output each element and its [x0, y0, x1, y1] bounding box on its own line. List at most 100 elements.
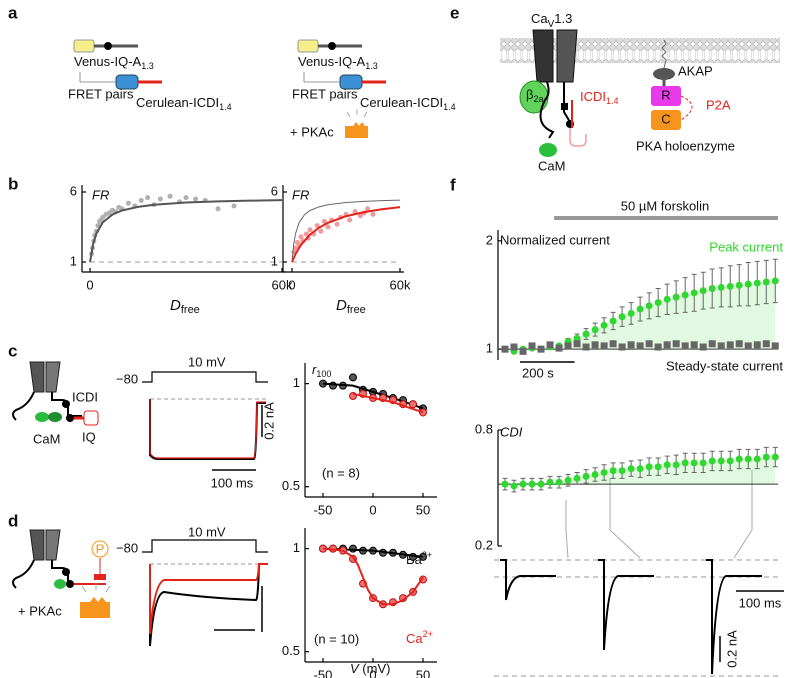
- construct-label: Cerulean-ICDI1.4: [136, 95, 232, 112]
- point: [699, 459, 707, 467]
- point: [537, 345, 545, 353]
- panel-label: c: [8, 341, 17, 360]
- fret-construct-right-shape: [328, 42, 336, 50]
- subscript: 1.3: [141, 61, 154, 71]
- fret-construct-right: [297, 39, 386, 138]
- subunit-label: C: [661, 111, 670, 126]
- point: [307, 227, 313, 233]
- membrane-diagram-shape: [680, 95, 693, 121]
- point: [357, 213, 363, 219]
- cam-label: CaM: [538, 158, 565, 173]
- point: [753, 279, 761, 287]
- point: [627, 465, 635, 473]
- region-label: IQ: [82, 429, 96, 444]
- point: [582, 472, 590, 480]
- point: [555, 478, 563, 486]
- text: Ca: [406, 631, 423, 646]
- text: Venus-IQ-A: [74, 54, 142, 69]
- series-label: Ca2+: [406, 629, 433, 646]
- fret-construct-left: [73, 39, 162, 90]
- point: [708, 340, 716, 348]
- x-tick-label: 60k: [272, 277, 293, 292]
- text: 1.3: [554, 11, 572, 26]
- region-label: CaM: [33, 431, 60, 446]
- point: [564, 476, 572, 484]
- fit-line: [89, 199, 283, 263]
- point: [636, 465, 644, 473]
- point: [690, 289, 698, 297]
- point: [672, 340, 680, 348]
- point: [325, 224, 331, 230]
- fret-construct-left-shape: [104, 42, 112, 50]
- point: [771, 453, 779, 461]
- point: [663, 295, 671, 303]
- point: [717, 283, 725, 291]
- point: [510, 482, 518, 490]
- membrane-diagram-shape: [556, 29, 578, 83]
- point: [726, 282, 734, 290]
- construct-label: Cerulean-ICDI1.4: [360, 95, 456, 112]
- point: [636, 305, 644, 313]
- y-tick-label: 1: [70, 253, 77, 268]
- point: [349, 544, 357, 553]
- point: [564, 342, 572, 350]
- x-tick-label: -50: [314, 502, 333, 517]
- point: [370, 211, 376, 217]
- point: [654, 343, 662, 351]
- point: [334, 221, 340, 227]
- series-label: Steady-state current: [666, 358, 783, 373]
- text: Cerulean-ICDI: [360, 95, 443, 110]
- point: [690, 459, 698, 467]
- channel-diagram-shape: [80, 597, 110, 618]
- subunit-label: R: [661, 87, 670, 102]
- channel-label: CaV1.3: [531, 11, 572, 29]
- point: [145, 195, 151, 201]
- point: [349, 373, 357, 382]
- y-tick-label: 1: [486, 341, 493, 356]
- cdi-traces-shape: [500, 559, 556, 601]
- point: [293, 245, 299, 251]
- point: [609, 317, 617, 325]
- current-traces: [142, 539, 268, 647]
- subscript: 1.4: [443, 102, 456, 112]
- channel-diagram-shape: [48, 412, 62, 422]
- y-label: Normalized current: [500, 232, 610, 247]
- channel-diagram-shape: [45, 529, 61, 561]
- channel-diagram-shape: [12, 391, 35, 421]
- point: [501, 345, 509, 353]
- membrane-diagram-shape: [563, 82, 571, 123]
- current-traces: [142, 371, 268, 471]
- point: [636, 342, 644, 350]
- channel-diagram-shape: [35, 412, 49, 422]
- subscript: 1.4: [219, 102, 232, 112]
- point: [645, 302, 653, 310]
- point: [744, 280, 752, 288]
- current-traces-shape: [142, 539, 268, 553]
- y-tick-label: 6: [271, 183, 278, 198]
- membrane-diagram-shape: [651, 110, 681, 130]
- step-potential: 10 mV: [188, 524, 226, 539]
- scale-label: 0.2 nA: [724, 630, 739, 668]
- point: [519, 480, 527, 488]
- x-tick-label: 0: [369, 502, 376, 517]
- x-label: Dfree: [336, 297, 366, 316]
- fret-construct-right-shape: [297, 39, 319, 53]
- y-label: FR: [92, 187, 109, 202]
- pkac-label: + PKAc: [18, 603, 62, 618]
- subscript: 100: [316, 369, 331, 379]
- x-tick-label: 0: [369, 667, 376, 678]
- point: [582, 330, 590, 338]
- point: [609, 340, 617, 348]
- point: [591, 326, 599, 334]
- fret-label: FRET pairs: [68, 86, 134, 101]
- point: [193, 196, 199, 202]
- subscript: free: [347, 304, 366, 316]
- point: [735, 455, 743, 463]
- point: [546, 341, 554, 349]
- channel-diagram-shape: [29, 361, 45, 393]
- text: Venus-IQ-A: [298, 54, 366, 69]
- cdi-traces-shape: [706, 559, 762, 675]
- channel-diagram-shape: [62, 568, 70, 576]
- point: [690, 341, 698, 349]
